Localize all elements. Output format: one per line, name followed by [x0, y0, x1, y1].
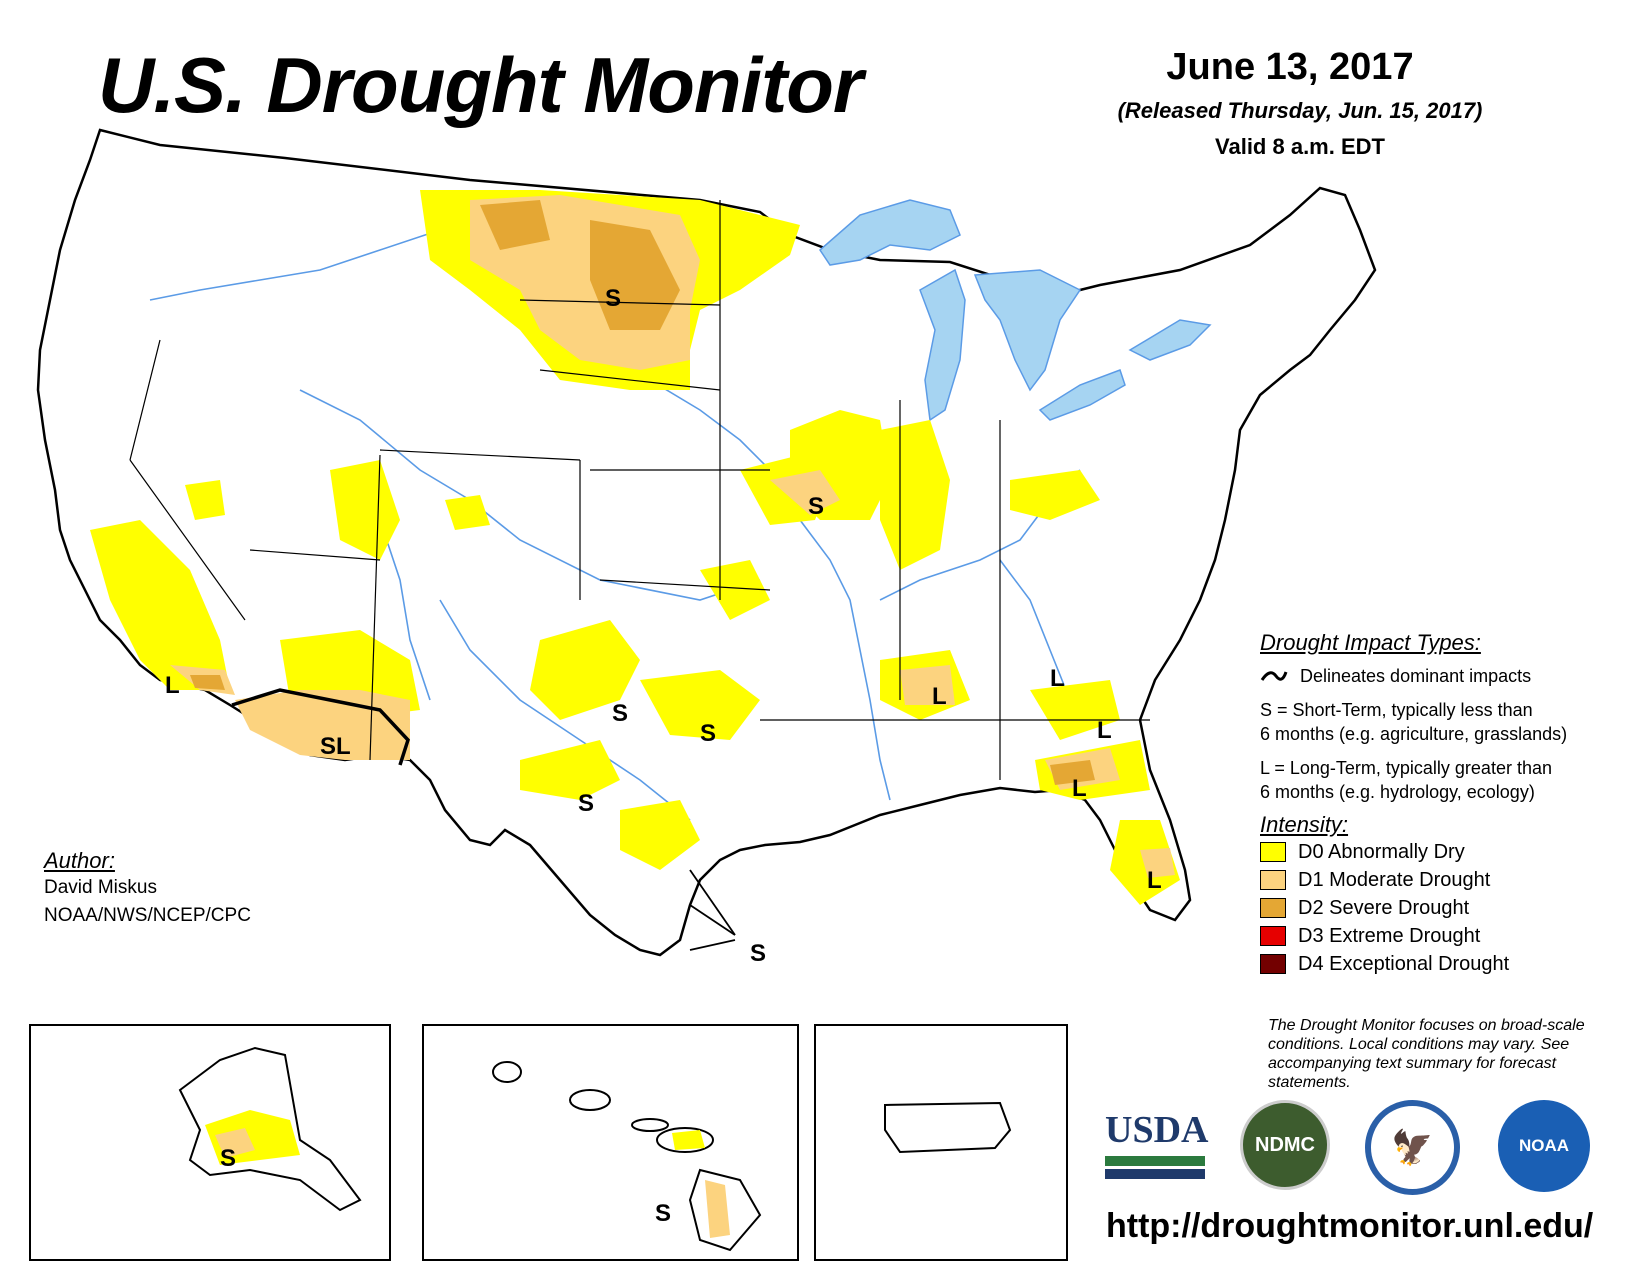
release-date: (Released Thursday, Jun. 15, 2017) [1117, 98, 1483, 123]
impact-label: S [808, 493, 825, 520]
lake-ontario [1128, 319, 1212, 361]
intensity-row: D2 Severe Drought [1260, 894, 1640, 922]
delineates-label: Delineates dominant impacts [1300, 666, 1532, 686]
long-term-line1: L = Long-Term, typically greater than [1260, 758, 1552, 778]
page-title: U.S. Drought Monitor [98, 41, 863, 129]
leader-lines [689, 869, 736, 951]
impact-label: SL [320, 733, 351, 760]
intensity-label: D2 Severe Drought [1298, 896, 1470, 919]
usda-logo: USDA [1105, 1108, 1209, 1179]
disclaimer-note: The Drought Monitor focuses on broad-sca… [1268, 1017, 1585, 1091]
usda-logo-text: USDA [1105, 1109, 1209, 1151]
impact-label: L [1050, 665, 1065, 692]
commerce-seal: 🦅 [1365, 1100, 1460, 1195]
long-term-line2: 6 months (e.g. hydrology, ecology) [1260, 782, 1535, 802]
intensity-list: D0 Abnormally Dry D1 Moderate Drought D2 S… [1260, 838, 1640, 978]
intensity-swatch [1260, 842, 1286, 862]
impact-label: S [220, 1145, 237, 1172]
author-heading: Author: [44, 848, 115, 873]
hawaii-d0 [672, 1130, 705, 1150]
lake-erie [1038, 369, 1126, 421]
legend: Drought Impact Types: Delineates dominan… [1260, 630, 1640, 978]
author-name: David Miskus [44, 877, 157, 898]
intensity-row: D3 Extreme Drought [1260, 922, 1640, 950]
impact-label: L [1147, 867, 1162, 894]
intensity-swatch [1260, 898, 1286, 918]
hawaii-d1 [705, 1180, 730, 1238]
lake-huron [973, 269, 1082, 392]
map-date: June 13, 2017 [1166, 46, 1414, 88]
puerto-rico-outline [884, 1101, 1012, 1154]
noaa-logo: NOAA [1498, 1100, 1590, 1192]
intensity-label: D0 Abnormally Dry [1298, 840, 1465, 863]
lake-superior [819, 199, 961, 266]
alaska-d1 [215, 1128, 255, 1158]
author-block: Author: David Miskus NOAA/NWS/NCEP/CPC [44, 848, 251, 930]
intensity-label: D3 Extreme Drought [1298, 924, 1481, 947]
intensity-swatch [1260, 926, 1286, 946]
impact-line-icon [1260, 671, 1288, 681]
intensity-row: D4 Exceptional Drought [1260, 950, 1640, 978]
author-org: NOAA/NWS/NCEP/CPC [44, 905, 251, 926]
impact-label: S [612, 700, 629, 727]
valid-time: Valid 8 a.m. EDT [1215, 134, 1385, 159]
noaa-logo-text: NOAA [1518, 1136, 1570, 1155]
impact-label: S [700, 720, 717, 747]
impact-label: L [165, 672, 180, 699]
impact-label: L [932, 683, 947, 710]
intensity-label: D4 Exceptional Drought [1298, 952, 1510, 975]
delineates-row: Delineates dominant impacts [1260, 664, 1640, 688]
state-lines [129, 200, 1150, 780]
impact-line-sw [231, 688, 410, 766]
impact-label: L [1072, 775, 1087, 802]
lake-michigan [919, 268, 966, 422]
intensity-row: D0 Abnormally Dry [1260, 838, 1640, 866]
short-term-line1: S = Short-Term, typically less than [1260, 700, 1533, 720]
ndmc-logo: NDMC [1240, 1100, 1330, 1190]
impact-types-heading: Drought Impact Types: [1260, 630, 1481, 655]
impact-label: L [1097, 717, 1112, 744]
impact-label: S [655, 1200, 672, 1227]
website-url[interactable]: http://droughtmonitor.unl.edu/ [1106, 1207, 1594, 1245]
ndmc-logo-text: NDMC [1255, 1133, 1315, 1156]
eagle-icon: 🦅 [1391, 1128, 1434, 1167]
intensity-heading: Intensity: [1260, 812, 1349, 837]
impact-label: S [750, 940, 767, 967]
intensity-swatch [1260, 954, 1286, 974]
intensity-label: D1 Moderate Drought [1298, 868, 1491, 891]
impact-label: S [605, 285, 622, 312]
intensity-swatch [1260, 870, 1286, 890]
intensity-row: D1 Moderate Drought [1260, 866, 1640, 894]
short-term-line2: 6 months (e.g. agriculture, grasslands) [1260, 724, 1568, 744]
impact-label: S [578, 790, 595, 817]
